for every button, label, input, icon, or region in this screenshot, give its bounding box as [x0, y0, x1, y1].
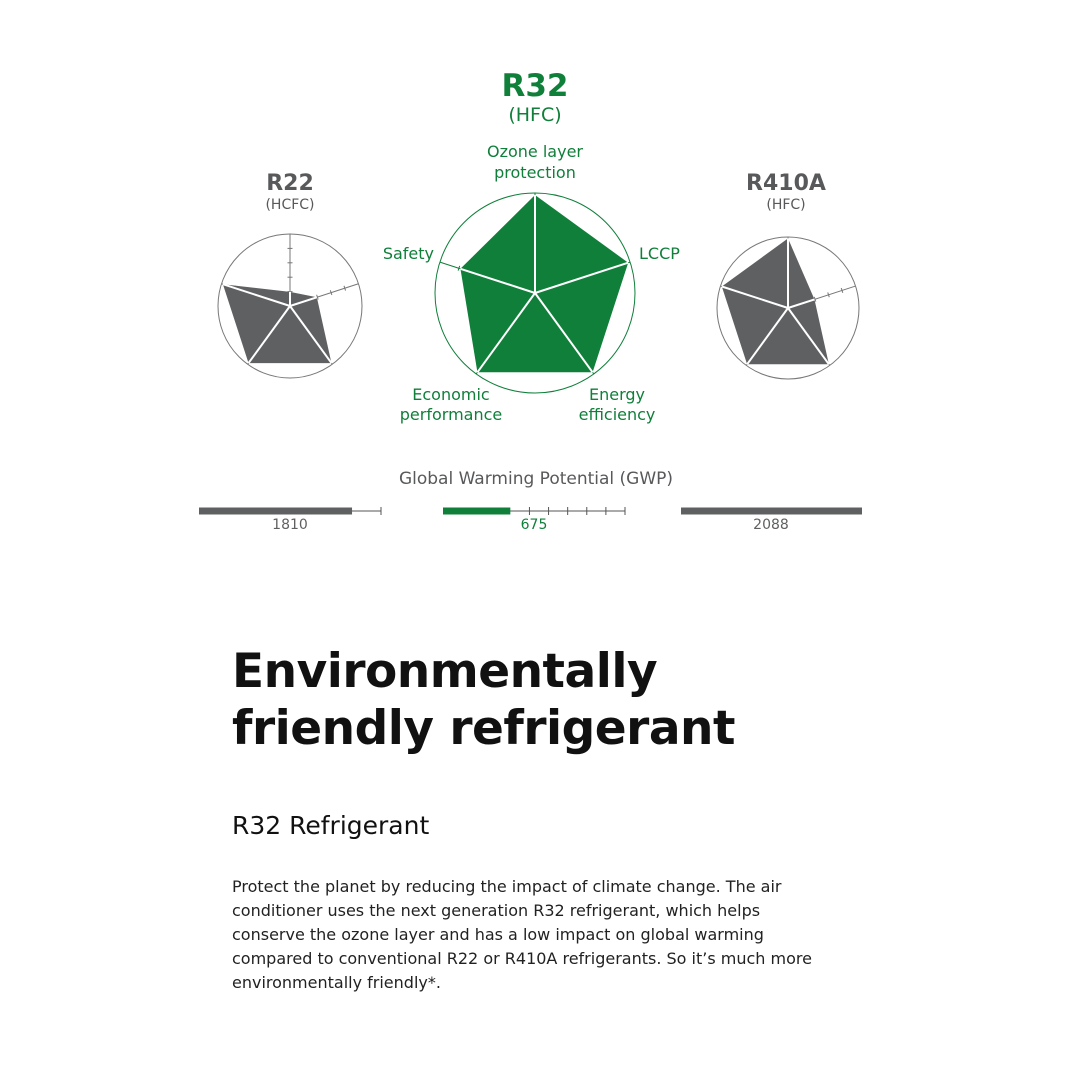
gwp-label-r410a: 2088: [753, 517, 789, 533]
r32-radar-shape: [460, 195, 629, 373]
r32-title: R32: [501, 68, 569, 104]
r410a-radar-tick: [840, 287, 844, 293]
axis-label-lccp: LCCP: [639, 244, 680, 263]
body-text: Protect the planet by reducing the impac…: [232, 877, 812, 992]
r22-radar-spoke: [289, 296, 318, 307]
axis-label-economic: Economic performance: [399, 385, 503, 424]
r410a-gwp-bar: [681, 507, 862, 515]
r410a-radar-spoke: [721, 285, 789, 309]
r32-radar-spoke: [476, 292, 536, 373]
r22-radar-tick: [329, 290, 333, 296]
r22-radar-spoke: [289, 305, 333, 364]
r22-radar-tick: [316, 294, 319, 300]
section-subtitle: R32 Refrigerant: [232, 811, 430, 840]
r410a-radar-spoke: [787, 298, 815, 309]
r410a-radar-spoke: [746, 307, 789, 365]
r32-gwp-bar: [443, 507, 511, 515]
gwp-label-r22: 1810: [272, 517, 308, 533]
r410a-radar-spoke: [787, 307, 830, 365]
r32-radar-spoke: [460, 267, 536, 294]
r22-title: R22: [266, 171, 314, 196]
r32-radar-spoke: [534, 292, 594, 373]
r410a-radar-tick: [813, 296, 817, 302]
axis-label-energy: Energy efficiency: [578, 385, 656, 424]
r32-radar-tick: [457, 265, 461, 271]
gwp-title: Global Warming Potential (GWP): [398, 469, 674, 489]
r22-radar-spoke: [247, 305, 291, 364]
r32-subtitle: (HFC): [508, 104, 562, 126]
refrigerant-comparison-graphic: [199, 192, 862, 515]
r22-radar-spoke: [222, 283, 291, 307]
r410a-subtitle: (HFC): [766, 197, 806, 213]
r22-subtitle: (HCFC): [265, 197, 315, 213]
page-title: Environmentally friendly refrigerant: [232, 644, 735, 756]
axis-label-safety: Safety: [382, 244, 434, 263]
gwp-label-r32: 675: [520, 517, 548, 533]
r32-radar-spoke: [534, 261, 629, 294]
r410a-radar-shape: [721, 238, 829, 365]
r22-radar-tick: [343, 285, 347, 291]
r410a-radar-tick: [827, 292, 830, 298]
r22-gwp-bar: [199, 507, 353, 515]
axis-label-ozone: Ozone layer protection: [487, 142, 583, 182]
r410a-title: R410A: [746, 171, 826, 196]
